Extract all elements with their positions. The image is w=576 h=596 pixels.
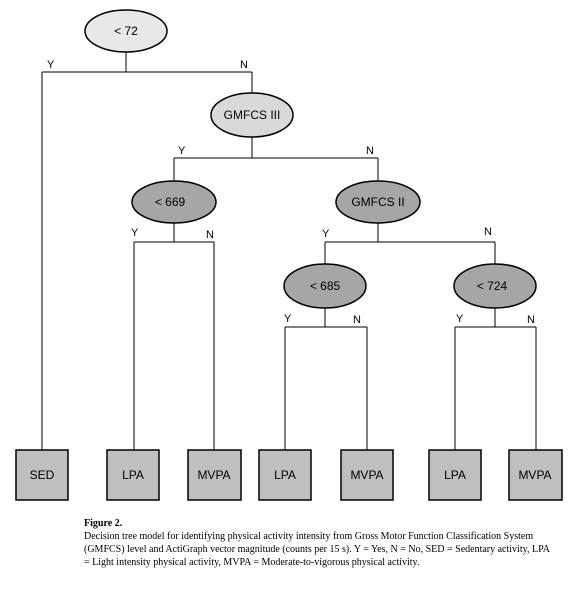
leaf-mvpa-label: MVPA [518, 468, 551, 482]
branch-label-no: N [353, 314, 361, 326]
leaf-lpa-label: LPA [444, 468, 466, 482]
figure-caption: Figure 2. Decision tree model for identi… [84, 517, 554, 569]
node-threshold-724-label: < 724 [477, 279, 508, 293]
node-root-label: < 72 [114, 24, 138, 38]
leaf-lpa [106, 449, 160, 501]
node-gmfcs3 [210, 92, 294, 138]
leaf-lpa-label: LPA [122, 468, 144, 482]
branch-label-no: N [484, 226, 492, 238]
leaf-mvpa-label: MVPA [350, 468, 383, 482]
leaf-mvpa-label: MVPA [197, 468, 230, 482]
figure-caption-title: Figure 2. [84, 518, 123, 529]
node-threshold-685-label: < 685 [310, 279, 341, 293]
node-threshold-685 [283, 263, 367, 309]
leaf-sed [15, 449, 69, 501]
branch-label-yes: Y [131, 227, 139, 239]
leaf-mvpa [340, 449, 394, 501]
branch-label-no: N [527, 314, 535, 326]
branch-label-yes: Y [178, 145, 186, 157]
branch-label-yes: Y [284, 313, 292, 325]
branch-label-no: N [240, 59, 248, 71]
leaf-mvpa [187, 449, 242, 501]
decision-tree-diagram: Y N Y N Y N Y N Y N Y N < 72 GMFCS III <… [15, 9, 563, 501]
node-threshold-669-label: < 669 [155, 195, 186, 209]
node-threshold-724 [453, 263, 537, 309]
branch-label-no: N [366, 145, 374, 157]
branch-label-yes: Y [47, 59, 55, 71]
node-root [84, 9, 168, 53]
node-threshold-669 [131, 180, 217, 224]
node-gmfcs2-label: GMFCS II [351, 195, 404, 209]
leaf-lpa [258, 449, 312, 501]
node-gmfcs3-label: GMFCS III [224, 108, 281, 122]
leaf-mvpa [508, 449, 563, 501]
node-gmfcs2 [335, 180, 421, 224]
branch-label-yes: Y [322, 228, 330, 240]
figure-caption-text: Decision tree model for identifying phys… [84, 531, 550, 568]
leaf-lpa-label: LPA [274, 468, 296, 482]
branch-label-yes: Y [456, 313, 464, 325]
branch-label-no: N [206, 229, 214, 241]
leaf-sed-label: SED [30, 468, 55, 482]
leaf-lpa [428, 449, 482, 501]
